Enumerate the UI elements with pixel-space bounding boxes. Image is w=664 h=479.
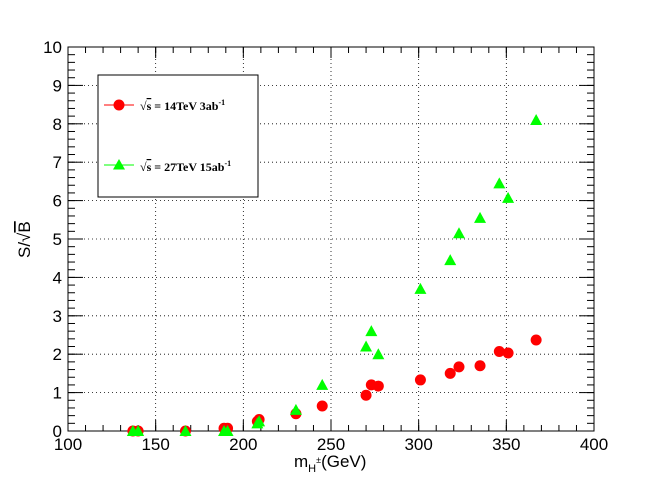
y-tick-label: 8 xyxy=(53,115,62,134)
data-point-series1-14 xyxy=(452,227,465,239)
y-axis-title: S/√B xyxy=(15,221,34,258)
legend-label-14tev: √s = 14TeV 3ab-1 xyxy=(140,98,225,113)
legend-label-27tev: √s = 27TeV 15ab-1 xyxy=(140,159,231,174)
data-point-series0-13 xyxy=(444,367,456,379)
data-point-series0-11 xyxy=(372,380,384,392)
y-tick-label: 9 xyxy=(53,76,62,95)
x-tick-label: 100 xyxy=(54,435,82,454)
data-point-series1-15 xyxy=(474,211,487,223)
legend-box xyxy=(97,74,259,198)
data-point-series1-13 xyxy=(444,254,457,266)
data-point-series0-17 xyxy=(502,347,514,359)
data-point-series1-8 xyxy=(316,378,329,390)
data-point-series1-10 xyxy=(365,325,378,337)
x-tick-label: 200 xyxy=(229,435,257,454)
x-tick-label: 250 xyxy=(317,435,345,454)
y-tick-label: 7 xyxy=(53,153,62,172)
data-point-series0-8 xyxy=(316,400,328,412)
legend-marker-27tev xyxy=(113,159,125,170)
data-point-series1-6 xyxy=(253,415,266,427)
data-point-series1-16 xyxy=(493,177,506,189)
data-points xyxy=(126,113,543,437)
y-tick-label: 10 xyxy=(43,38,62,57)
x-tick-label: 350 xyxy=(492,435,520,454)
data-point-series0-15 xyxy=(474,360,486,372)
data-point-series0-16 xyxy=(493,346,505,358)
plot-frame xyxy=(67,46,595,432)
x-tick-label: 300 xyxy=(404,435,432,454)
data-point-series1-1 xyxy=(132,425,145,436)
x-tick-labels: 100 150 200 250 300 350 400 xyxy=(54,435,608,454)
y-tick-label: 6 xyxy=(53,192,62,211)
y-tick-label: 0 xyxy=(53,422,62,441)
data-point-series1-18 xyxy=(530,113,543,125)
data-point-series1-2 xyxy=(179,425,192,436)
x-tick-label: 150 xyxy=(141,435,169,454)
data-point-series1-11 xyxy=(372,348,385,360)
y-tick-label: 3 xyxy=(53,307,62,326)
y-tick-label: 1 xyxy=(53,384,62,403)
data-point-series1-9 xyxy=(360,340,373,352)
data-point-series1-7 xyxy=(289,403,302,415)
y-tick-label: 2 xyxy=(53,345,62,364)
y-tick-label: 4 xyxy=(53,268,62,287)
legend: √s = 14TeV 3ab-1 √s = 27TeV 15ab-1 xyxy=(97,74,259,198)
y-tick-label: 5 xyxy=(53,230,62,249)
data-point-series0-18 xyxy=(530,334,542,346)
x-tick-label: 400 xyxy=(580,435,608,454)
data-point-series1-4 xyxy=(221,425,234,436)
y-tick-labels: 0 1 2 3 4 5 6 7 8 9 10 xyxy=(43,38,62,441)
data-point-series1-12 xyxy=(414,282,427,294)
axis-ticks xyxy=(67,46,595,432)
data-point-series0-12 xyxy=(414,374,426,386)
legend-marker-14tev xyxy=(113,99,125,111)
data-point-series0-9 xyxy=(360,389,372,401)
data-point-series1-17 xyxy=(502,191,515,203)
x-axis-title: mH±(GeV) xyxy=(294,452,366,475)
data-point-series0-14 xyxy=(453,361,465,373)
